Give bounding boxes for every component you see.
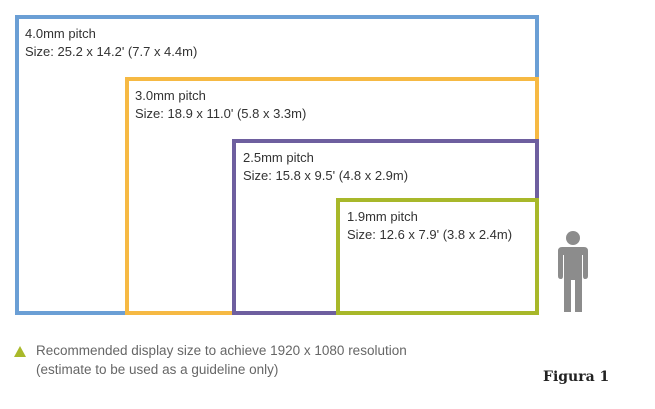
pitch-text: 4.0mm pitch [25, 26, 96, 41]
legend-line-2: (estimate to be used as a guideline only… [36, 362, 279, 377]
screen-1-9mm [336, 198, 539, 315]
figure-label: Figura 1 [543, 369, 610, 385]
triangle-icon [14, 346, 26, 357]
size-text: Size: 15.8 x 9.5' (4.8 x 2.9m) [243, 168, 409, 183]
label-3-0mm: 3.0mm pitch Size: 18.9 x 11.0' (5.8 x 3.3… [135, 87, 306, 123]
pitch-text: 3.0mm pitch [135, 88, 206, 103]
pitch-text: 2.5mm pitch [243, 150, 314, 165]
label-4-0mm: 4.0mm pitch Size: 25.2 x 14.2' (7.7 x 4.4… [25, 25, 197, 61]
person-icon [558, 231, 588, 312]
legend-line-1: Recommended display size to achieve 1920… [36, 343, 407, 358]
size-text: Size: 25.2 x 14.2' (7.7 x 4.4m) [25, 44, 198, 59]
legend: Recommended display size to achieve 1920… [14, 341, 407, 379]
size-text: Size: 18.9 x 11.0' (5.8 x 3.3m) [135, 106, 307, 121]
label-2-5mm: 2.5mm pitch Size: 15.8 x 9.5' (4.8 x 2.9m… [243, 149, 408, 185]
pitch-text: 1.9mm pitch [347, 209, 418, 224]
size-text: Size: 12.6 x 7.9' (3.8 x 2.4m) [347, 227, 513, 242]
label-1-9mm: 1.9mm pitch Size: 12.6 x 7.9' (3.8 x 2.4m… [347, 208, 512, 244]
